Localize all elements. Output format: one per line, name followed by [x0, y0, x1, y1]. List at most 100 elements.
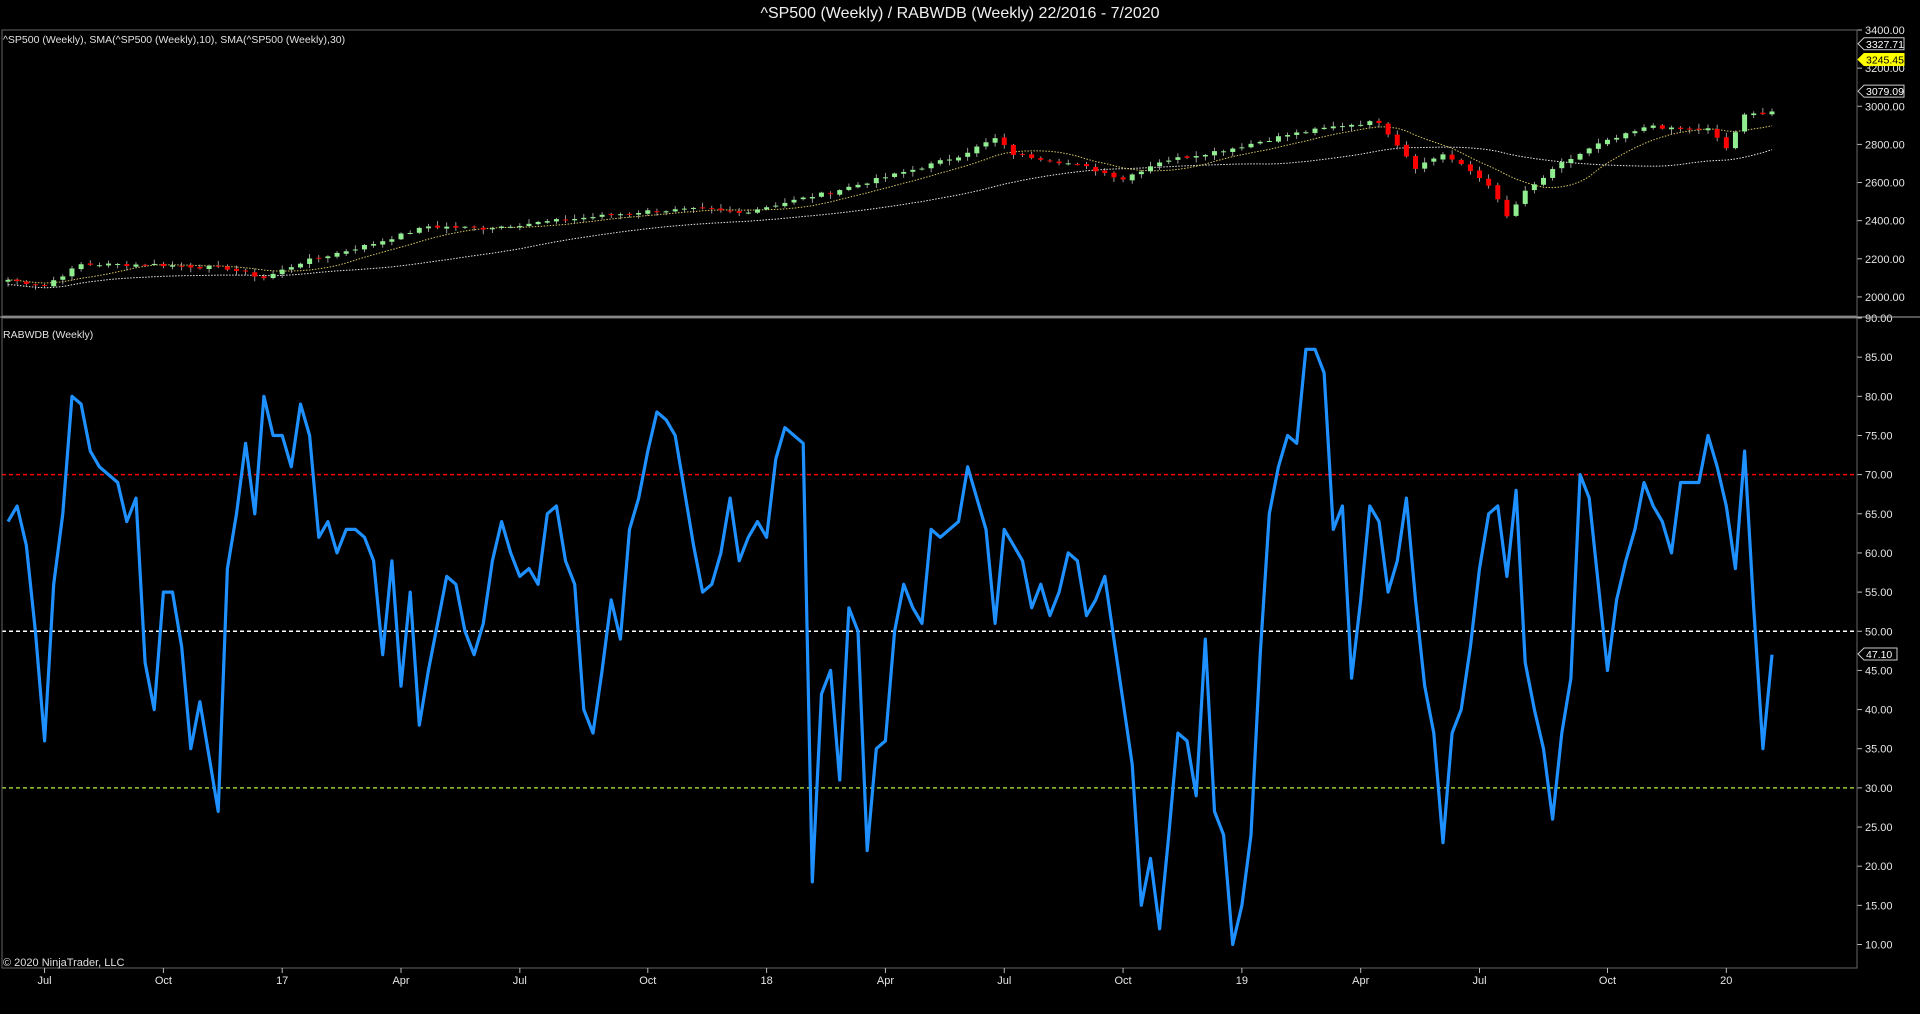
price-y-tick-label: 2600.00: [1865, 178, 1905, 190]
price-y-tick-label: 3200.00: [1865, 63, 1905, 75]
candle-body: [864, 183, 870, 185]
rabwdb-panel-frame: [1, 317, 1858, 969]
candle-body: [901, 171, 907, 174]
candle-body: [928, 163, 934, 169]
candle-body: [690, 207, 696, 209]
rabwdb-y-tick-label: 60.00: [1865, 548, 1893, 560]
candle-body: [1723, 137, 1729, 149]
candle-body: [1001, 137, 1007, 146]
candle-body: [124, 264, 130, 266]
candle-body: [946, 159, 952, 161]
copyright: © 2020 NinjaTrader, LLC: [3, 957, 124, 969]
candle-body: [1577, 153, 1583, 160]
candle-body: [334, 252, 340, 257]
candle-body: [23, 281, 29, 284]
candle-body: [718, 208, 724, 211]
candle-body: [846, 186, 852, 190]
price-y-tick-label: 2200.00: [1865, 254, 1905, 266]
candle-body: [1056, 161, 1062, 164]
candle-body: [627, 213, 633, 215]
candle-body: [535, 221, 541, 225]
candle-body: [1632, 131, 1638, 134]
x-axis-tick-label: Apr: [392, 975, 409, 987]
candle-body: [1312, 128, 1318, 133]
candle-body: [480, 227, 486, 230]
candle-body: [1413, 156, 1419, 169]
candle-body: [553, 219, 559, 222]
candle-body: [316, 257, 322, 259]
candle-body: [1138, 171, 1144, 175]
candle-body: [78, 264, 84, 270]
candle-body: [1751, 113, 1757, 116]
candle-body: [1440, 154, 1446, 160]
candle-body: [517, 226, 523, 228]
candle-body: [1449, 154, 1455, 160]
x-axis-tick-label: 19: [1236, 975, 1248, 987]
candle-body: [636, 212, 642, 215]
candle-body: [151, 263, 157, 265]
candle-body: [1431, 158, 1437, 162]
candle-body: [1029, 154, 1035, 158]
candle-body: [1330, 126, 1336, 129]
candle-body: [425, 226, 431, 229]
candle-body: [96, 265, 102, 267]
candle-body: [956, 157, 962, 161]
candle-body: [471, 226, 477, 228]
candle-body: [764, 207, 770, 210]
candle-body: [407, 233, 413, 235]
candle-body: [261, 276, 267, 279]
high-price-tag: [1857, 37, 1905, 51]
candle-body: [1376, 120, 1382, 123]
x-axis-tick-label: 18: [760, 975, 772, 987]
candle-body: [974, 146, 980, 154]
candle-body: [1202, 154, 1208, 157]
candle-body: [1367, 121, 1373, 126]
candle-body: [1239, 147, 1245, 149]
candle-body: [1157, 162, 1163, 167]
candle-body: [462, 226, 468, 228]
candle-body: [1742, 114, 1748, 132]
candle-body: [1477, 170, 1483, 179]
candle-body: [1221, 151, 1227, 153]
candle-body: [106, 263, 112, 266]
candle-body: [1166, 160, 1172, 162]
candle-body: [1065, 163, 1071, 165]
candle-body: [1732, 132, 1738, 149]
rabwdb-last-value-label: 47.10: [1866, 649, 1892, 661]
candle-body: [489, 228, 495, 230]
chart-title: ^SP500 (Weekly) / RABWDB (Weekly) 22/201…: [760, 5, 1160, 22]
price-y-tick-label: 3400.00: [1865, 25, 1905, 37]
candle-body: [1266, 141, 1272, 143]
candle-body: [672, 209, 678, 212]
candle-body: [508, 226, 514, 228]
candle-body: [965, 152, 971, 157]
candle-body: [645, 210, 651, 214]
candle-body: [325, 256, 331, 259]
candle-body: [243, 270, 249, 272]
candle-body: [1595, 143, 1601, 149]
rabwdb-y-tick-label: 75.00: [1865, 430, 1893, 442]
candle-body: [526, 223, 532, 226]
candle-body: [791, 199, 797, 203]
candle-body: [1184, 156, 1190, 158]
rabwdb-y-tick-label: 15.00: [1865, 900, 1893, 912]
candle-body: [179, 265, 185, 267]
candle-body: [188, 265, 194, 268]
candle-body: [1513, 204, 1519, 216]
rabwdb-y-tick-label: 10.00: [1865, 940, 1893, 952]
candle-body: [1102, 170, 1108, 174]
candle-body: [736, 211, 742, 213]
candle-body: [1147, 166, 1153, 172]
candle-body: [992, 138, 998, 143]
rabwdb-y-tick-label: 55.00: [1865, 587, 1893, 599]
candle-body: [910, 169, 916, 172]
candle-body: [544, 221, 550, 223]
rabwdb-y-tick-label: 65.00: [1865, 509, 1893, 521]
sma30-price-tag-label: 3079.09: [1866, 86, 1904, 98]
candle-body: [1093, 166, 1099, 172]
candle-body: [1257, 141, 1263, 144]
candle-body: [681, 208, 687, 210]
candle-body: [1458, 159, 1464, 164]
candle-body: [828, 193, 834, 195]
